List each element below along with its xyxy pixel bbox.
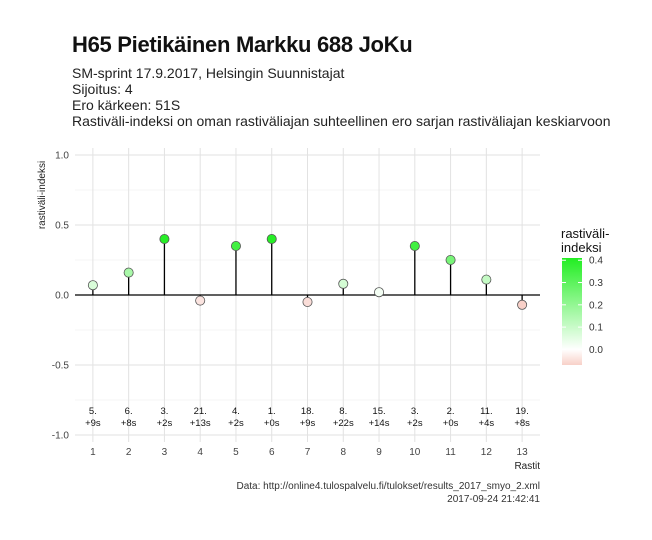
chart-title: H65 Pietikäinen Markku 688 JoKu [72,32,413,57]
rank-label-4: 21. [194,406,207,417]
rank-label-2: 6. [125,406,133,417]
point-control-9 [374,287,385,298]
rank-label-12: 11. [480,406,493,417]
point-control-8 [338,278,349,289]
y-tick-label: -1.0 [52,431,70,442]
diff-label-6: +0s [264,418,280,429]
point-control-2 [123,267,134,278]
legend-title-line-2: indeksi [561,240,602,255]
y-tick-label: 1.0 [55,151,69,162]
x-axis-label: Rastit [514,461,540,472]
legend-ticks: 0.4 0.3 0.2 0.1 0.0 [562,256,603,356]
point-control-11 [445,254,456,265]
legend-tick-label: 0.2 [589,300,603,311]
x-tick-label: 8 [340,447,346,458]
y-tick-label: 0.5 [55,221,69,232]
y-tick-label: 0.0 [55,291,69,302]
x-axis-ticks: 1 2 3 4 5 6 7 8 9 10 11 12 13 [90,447,528,458]
legend-tick-label: 0.4 [589,256,603,267]
x-tick-label: 3 [162,447,168,458]
rank-label-13: 19. [516,406,529,417]
diff-label-11: +0s [443,418,459,429]
data-points [87,233,528,310]
point-control-6 [266,233,277,244]
point-control-3 [159,233,170,244]
legend-tick-label: 0.3 [589,278,603,289]
subtitle-description: Rastiväli-indeksi on oman rastiväliajan … [72,113,611,129]
rank-label-1: 5. [89,406,97,417]
point-control-12 [481,274,492,285]
rank-label-6: 1. [268,406,276,417]
rank-label-7: 18. [301,406,314,417]
diff-label-8: +22s [333,418,354,429]
diff-label-12: +4s [479,418,495,429]
x-tick-label: 2 [126,447,132,458]
stems [92,239,523,305]
rank-label-3: 3. [160,406,168,417]
x-tick-label: 1 [90,447,96,458]
x-tick-label: 12 [481,447,493,458]
rank-label-8: 8. [339,406,347,417]
legend-title-line-1: rastiväli- [561,226,609,241]
y-axis-ticks: -1.0 -0.5 0.0 0.5 1.0 [52,151,70,442]
timestamp-caption: 2017-09-24 21:42:41 [447,494,540,505]
x-tick-label: 11 [445,447,456,458]
diff-label-10: +2s [407,418,423,429]
x-tick-label: 10 [409,447,421,458]
subtitle-gap: Ero kärkeen: 51S [72,97,181,113]
diff-label-5: +2s [228,418,244,429]
diff-label-7: +9s [300,418,316,429]
point-control-7 [302,296,313,307]
point-control-13 [517,299,528,310]
point-control-4 [195,295,206,306]
point-control-5 [230,240,241,251]
diff-label-9: +14s [369,418,390,429]
data-source-caption: Data: http://online4.tulospalvelu.fi/tul… [236,481,540,492]
rank-label-9: 15. [372,406,385,417]
diff-label-2: +8s [121,418,137,429]
diff-label-3: +2s [157,418,173,429]
subtitle-rank: Sijoitus: 4 [72,81,133,97]
y-tick-label: -0.5 [52,361,70,372]
x-tick-label: 4 [197,447,203,458]
x-tick-label: 13 [517,447,529,458]
rank-label-5: 4. [232,406,240,417]
x-tick-label: 5 [233,447,239,458]
split-labels: 5.+9s6.+8s3.+2s21.+13s4.+2s1.+0s18.+9s8.… [85,406,530,429]
legend-tick-label: 0.0 [589,345,603,356]
y-axis-label: rastiväli-indeksi [37,161,48,229]
x-tick-label: 9 [376,447,382,458]
point-control-10 [409,240,420,251]
x-tick-label: 7 [305,447,311,458]
diff-label-1: +9s [85,418,101,429]
rank-label-10: 3. [411,406,419,417]
color-legend: rastiväli- indeksi 0.4 0.3 0.2 0.1 0.0 [561,226,609,365]
diff-label-4: +13s [190,418,211,429]
diff-label-13: +8s [514,418,530,429]
point-control-1 [87,280,98,291]
x-tick-label: 6 [269,447,275,458]
legend-colorbar [562,258,582,365]
legend-tick-label: 0.1 [589,323,603,334]
subtitle-event: SM-sprint 17.9.2017, Helsingin Suunnista… [72,65,345,81]
rank-label-11: 2. [447,406,455,417]
